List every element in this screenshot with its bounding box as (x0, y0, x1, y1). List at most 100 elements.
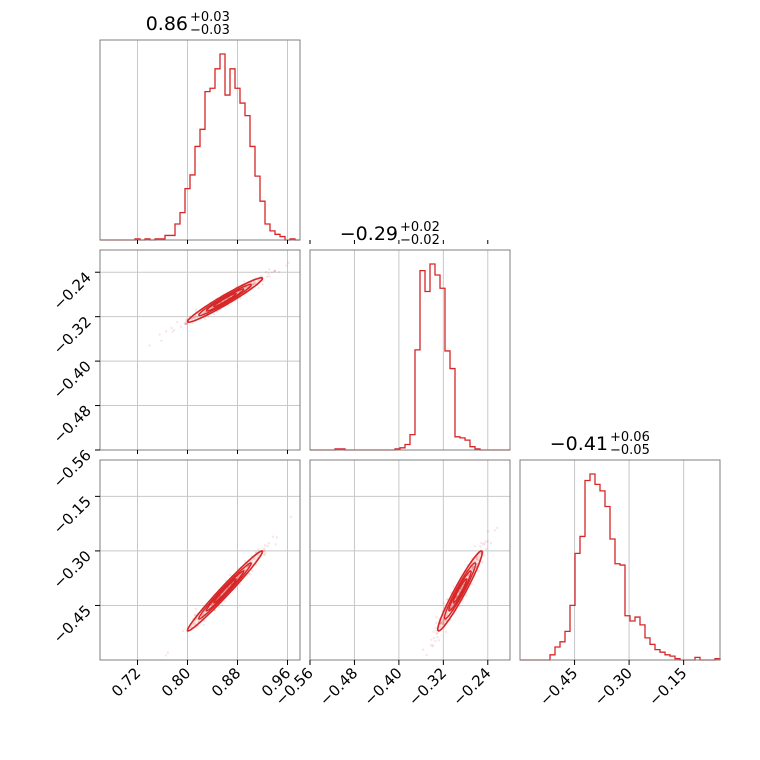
param-title-plus-1: +0.02 (400, 220, 440, 235)
sample-point (317, 488, 319, 490)
sample-point (170, 326, 173, 330)
sample-point (444, 630, 448, 633)
contour-level-3 (186, 550, 264, 632)
sample-point (493, 529, 497, 532)
histogram-line-1 (310, 263, 510, 451)
x-tick-label-1-1: −0.48 (316, 664, 361, 709)
sample-point (273, 269, 277, 272)
sample-point (409, 681, 411, 683)
x-tick-label-2-2: −0.15 (645, 664, 690, 709)
sample-point (249, 281, 253, 285)
sample-point (202, 310, 206, 313)
sample-point (204, 317, 207, 321)
sample-point (441, 617, 444, 621)
x-tick-label-1-2: −0.40 (360, 664, 405, 709)
sample-point (434, 640, 437, 643)
param-title-minus-0: −0.03 (190, 23, 230, 38)
y-tick-label-1-1: −0.48 (50, 402, 95, 447)
sample-point (471, 567, 474, 571)
contour-level-0 (452, 578, 468, 604)
contour-level-0 (213, 292, 237, 308)
contour-level-3 (186, 276, 264, 324)
sample-point (287, 261, 290, 264)
sample-point (438, 625, 442, 629)
sample-point (190, 318, 193, 322)
sample-point (470, 582, 473, 586)
scatter-panel-0-2 (99, 459, 319, 661)
param-title-minus-2: −0.05 (610, 443, 650, 458)
sample-point (220, 603, 224, 607)
sample-point (435, 629, 438, 632)
sample-point (194, 315, 198, 318)
y-tick-label-1-2: −0.40 (50, 357, 95, 402)
sample-point (191, 321, 194, 325)
ticks-layer: 0.72 0.80 0.88 0.96−0.56 −0.48 −0.40 −0.32 −0.2… (50, 240, 690, 709)
sample-point (265, 275, 269, 279)
sample-point (437, 639, 441, 642)
sample-point (264, 551, 267, 554)
sample-point (171, 330, 174, 333)
sample-point (432, 636, 436, 640)
sample-point (223, 600, 226, 603)
sample-point (262, 553, 266, 557)
sample-point (477, 569, 480, 573)
sample-point (263, 553, 267, 556)
x-tick-label-0-2: 0.88 (208, 664, 244, 700)
sample-point (185, 318, 188, 321)
sample-point (431, 644, 435, 647)
sample-point (271, 535, 275, 538)
sample-point (158, 333, 161, 336)
param-title-minus-1: −0.02 (400, 233, 440, 248)
sample-point (193, 621, 196, 625)
sample-point (245, 286, 248, 289)
sample-point (439, 622, 443, 625)
sample-point (464, 594, 468, 597)
contour-level-1 (205, 288, 245, 312)
sample-point (262, 549, 266, 552)
sample-point (242, 280, 246, 283)
sample-point (183, 323, 187, 326)
param-title-value-1: −0.29 (340, 223, 398, 245)
sample-point (252, 281, 256, 284)
y-tick-label-1-4: −0.24 (50, 268, 95, 313)
sample-point (185, 322, 188, 325)
sample-point (435, 621, 438, 625)
sample-point (264, 270, 268, 274)
sample-point (274, 543, 277, 546)
sample-point (201, 613, 204, 616)
sample-point (452, 585, 455, 588)
sample-point (273, 269, 276, 273)
histogram-line-0 (100, 53, 300, 241)
sample-point (251, 283, 255, 286)
sample-point (191, 622, 195, 626)
sample-point (458, 590, 461, 593)
sample-point (210, 306, 214, 309)
sample-point (202, 612, 205, 616)
sample-point (251, 282, 254, 286)
sample-point (262, 549, 266, 552)
sample-point (194, 308, 198, 311)
sample-point (483, 542, 486, 545)
sample-point (183, 321, 187, 325)
param-title-value-0: 0.86 (146, 13, 188, 35)
sample-point (257, 554, 260, 557)
sample-point (432, 630, 435, 633)
x-tick-label-1-3: −0.32 (405, 664, 450, 709)
panel-frame (519, 459, 721, 661)
sample-point (270, 271, 274, 274)
contour-level-2 (198, 562, 252, 620)
sample-point (467, 574, 470, 578)
x-tick-label-0-0: 0.72 (108, 664, 144, 700)
sample-point (203, 619, 206, 623)
sample-point (243, 560, 247, 563)
panel-frame (99, 39, 301, 241)
sample-point (267, 542, 271, 545)
sample-point (202, 623, 205, 627)
sample-point (445, 613, 448, 617)
sample-point (475, 557, 478, 560)
sample-point (210, 306, 213, 310)
sample-point (217, 605, 221, 609)
sample-point (441, 622, 444, 626)
panel-frame (99, 459, 301, 661)
sample-point (425, 653, 428, 657)
